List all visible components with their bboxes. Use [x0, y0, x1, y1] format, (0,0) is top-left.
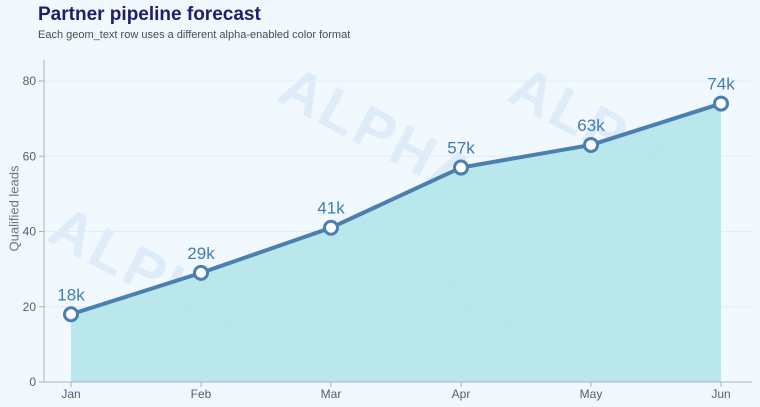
y-tick-label: 40 — [23, 225, 37, 239]
x-tick-label: Jan — [61, 387, 80, 401]
x-tick-labels: Jan Feb Mar Apr May Jun — [61, 382, 731, 401]
chart-subtitle: Each geom_text row uses a different alph… — [38, 29, 351, 41]
y-tick-label: 60 — [23, 149, 37, 163]
area-fill — [71, 103, 721, 382]
x-tick-label: Mar — [321, 387, 342, 401]
x-tick-label: Feb — [191, 387, 212, 401]
data-point — [583, 136, 599, 153]
data-label: 41k — [317, 199, 345, 218]
y-tick-labels: 0 20 40 60 80 — [23, 74, 44, 389]
x-tick-label: Jun — [711, 387, 730, 401]
area-fill-layer — [71, 103, 721, 382]
y-tick-label: 0 — [29, 375, 36, 389]
data-point — [193, 264, 209, 281]
data-point — [713, 95, 729, 112]
axes — [43, 60, 752, 383]
series-line-layer — [69, 101, 723, 317]
data-point — [453, 159, 469, 176]
data-label: 18k — [57, 285, 85, 304]
data-label: 29k — [187, 244, 215, 263]
data-label: 63k — [577, 116, 605, 135]
series-line — [69, 101, 723, 317]
x-tick-label: May — [580, 387, 603, 401]
x-tick-label: Apr — [452, 387, 471, 401]
y-tick-label: 80 — [23, 74, 37, 88]
chart-title: Partner pipeline forecast — [38, 4, 261, 25]
data-point — [63, 306, 79, 323]
data-labels: 18k 29k 41k 57k 63k 74k — [57, 75, 735, 305]
data-label: 57k — [447, 139, 475, 158]
y-tick-label: 20 — [23, 300, 37, 314]
data-label: 74k — [707, 75, 735, 94]
data-points — [63, 95, 729, 323]
data-point — [323, 219, 339, 236]
